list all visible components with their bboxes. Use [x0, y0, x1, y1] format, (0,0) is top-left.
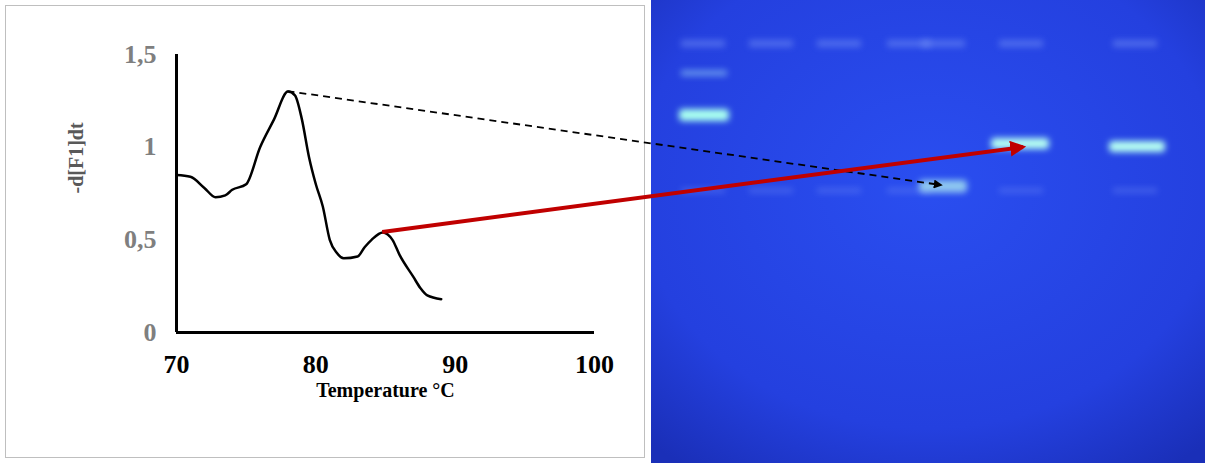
svg-text:0,5: 0,5	[124, 225, 157, 254]
svg-text:1: 1	[144, 132, 157, 161]
svg-text:0: 0	[144, 318, 157, 347]
svg-text:1,5: 1,5	[124, 40, 157, 69]
svg-text:90: 90	[442, 350, 468, 379]
svg-text:-d[F1]dt: -d[F1]dt	[65, 122, 87, 193]
svg-text:80: 80	[303, 350, 329, 379]
svg-text:70: 70	[164, 350, 190, 379]
svg-text:Temperature °C: Temperature °C	[316, 379, 455, 402]
svg-text:100: 100	[575, 350, 614, 379]
